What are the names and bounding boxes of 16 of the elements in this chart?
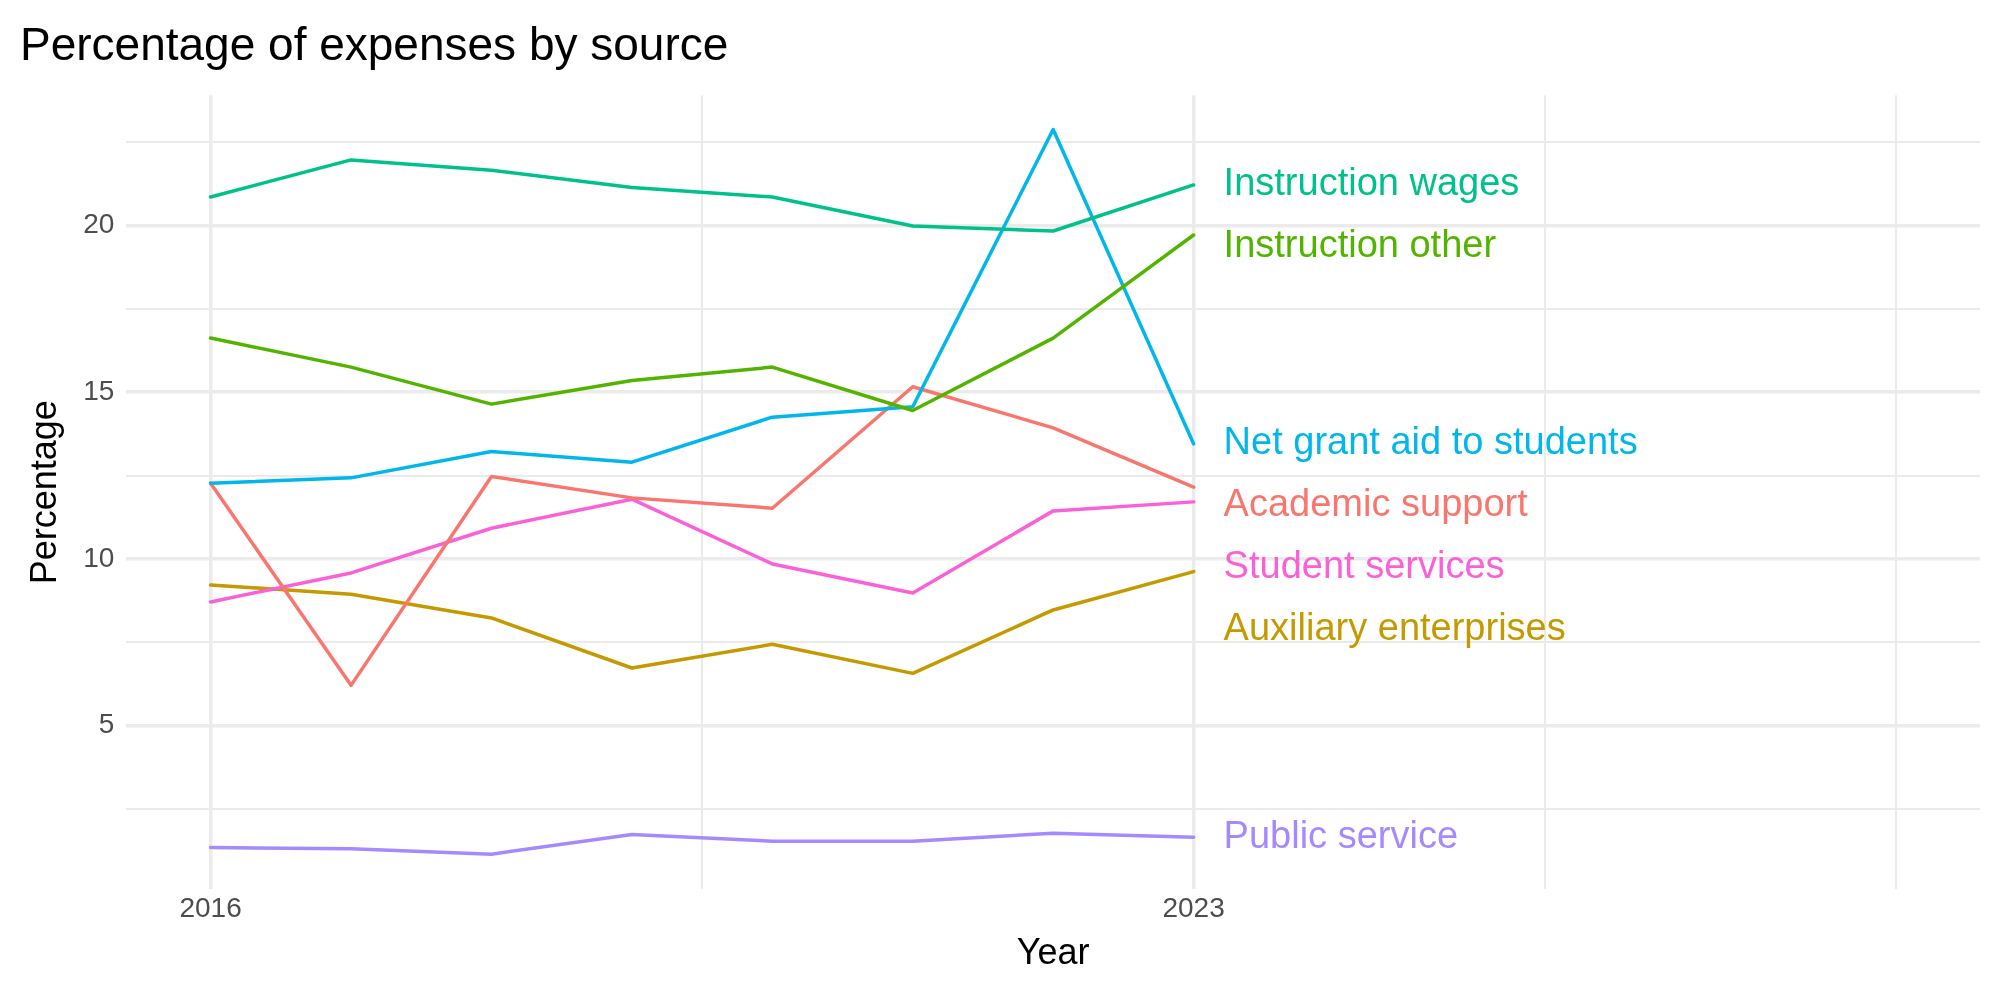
- series-label: Instruction wages: [1223, 161, 1520, 204]
- series-label: Public service: [1223, 813, 1459, 856]
- series-label: Net grant aid to students: [1223, 420, 1638, 463]
- x-tick-label: 2023: [1162, 891, 1225, 923]
- y-tick-label: 15: [83, 374, 115, 406]
- y-tick-label: 20: [83, 208, 115, 240]
- x-tick-label: 2016: [179, 891, 242, 923]
- series-label: Auxiliary enterprises: [1223, 606, 1566, 649]
- chart-title: Percentage of expenses by source: [20, 18, 729, 71]
- y-tick-label: 5: [98, 708, 115, 740]
- series-label: Student services: [1223, 544, 1505, 587]
- y-axis-title: Percentage: [22, 400, 64, 585]
- series-label: Academic support: [1223, 482, 1529, 525]
- x-axis-title: Year: [1016, 931, 1090, 973]
- y-tick-label: 10: [83, 541, 115, 573]
- series-label: Instruction other: [1223, 223, 1497, 266]
